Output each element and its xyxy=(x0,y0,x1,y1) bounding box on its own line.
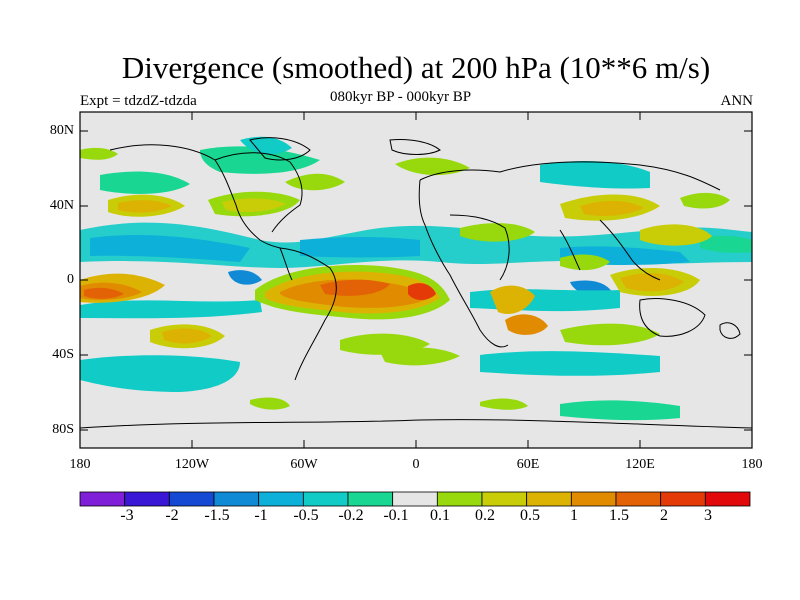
season-label: ANN xyxy=(720,93,754,109)
lon-tick-label: 120W xyxy=(174,457,210,472)
colorbar-swatch xyxy=(660,491,706,507)
lon-tick-label: 120E xyxy=(625,457,655,472)
colorbar-label: -0.1 xyxy=(383,507,409,524)
colorbar-swatch xyxy=(302,491,349,507)
colorbar-label: -0.2 xyxy=(338,507,364,524)
colorbar-swatch xyxy=(526,491,572,507)
period-label: 080kyr BP - 000kyr BP xyxy=(330,89,472,105)
lon-tick-label: 180 xyxy=(741,457,763,472)
colorbar-swatch xyxy=(258,491,304,507)
lat-tick-label: 80S xyxy=(52,422,74,437)
colorbar-swatch xyxy=(347,491,394,507)
coastlines xyxy=(80,137,752,429)
colorbar-swatch xyxy=(436,491,483,507)
colorbar-label: 2 xyxy=(660,507,668,524)
colorbar-swatch xyxy=(213,491,260,507)
colorbar xyxy=(79,491,751,507)
colorbar-label: -3 xyxy=(120,507,134,524)
lat-tick-label: 80N xyxy=(49,123,74,138)
lat-tick-label: 40N xyxy=(49,198,74,213)
colorbar-swatch xyxy=(392,491,438,507)
colorbar-swatch xyxy=(79,491,126,507)
colorbar-label: 0.2 xyxy=(475,507,495,524)
colorbar-swatch xyxy=(704,491,751,507)
colorbar-swatch xyxy=(615,491,662,507)
colorbar-label: 1 xyxy=(570,507,578,524)
lon-tick-label: 0 xyxy=(412,457,420,472)
colorbar-swatch xyxy=(481,491,528,507)
colorbar-swatch xyxy=(168,491,215,507)
lat-tick-label: 40S xyxy=(52,347,74,362)
experiment-label: Expt = tdzdZ-tdzda xyxy=(80,93,197,109)
divergence-field xyxy=(80,136,752,421)
lon-tick-label: 60W xyxy=(290,457,318,472)
colorbar-label: -1 xyxy=(254,507,268,524)
colorbar-swatch xyxy=(570,491,617,507)
lat-tick-label: 0 xyxy=(67,272,74,287)
colorbar-label: 0.5 xyxy=(520,507,540,524)
colorbar-label: -1.5 xyxy=(204,507,230,524)
colorbar-label: 0.1 xyxy=(430,507,450,524)
colorbar-swatch xyxy=(124,491,170,507)
axis-ticks xyxy=(79,112,753,448)
lon-tick-label: 60E xyxy=(516,457,540,472)
colorbar-label: -2 xyxy=(165,507,179,524)
chart-title: Divergence (smoothed) at 200 hPa (10**6 … xyxy=(121,50,711,85)
colorbar-label: 3 xyxy=(704,507,712,524)
lon-tick-label: 180 xyxy=(69,457,91,472)
colorbar-label: 1.5 xyxy=(609,507,629,524)
colorbar-label: -0.5 xyxy=(293,507,319,524)
